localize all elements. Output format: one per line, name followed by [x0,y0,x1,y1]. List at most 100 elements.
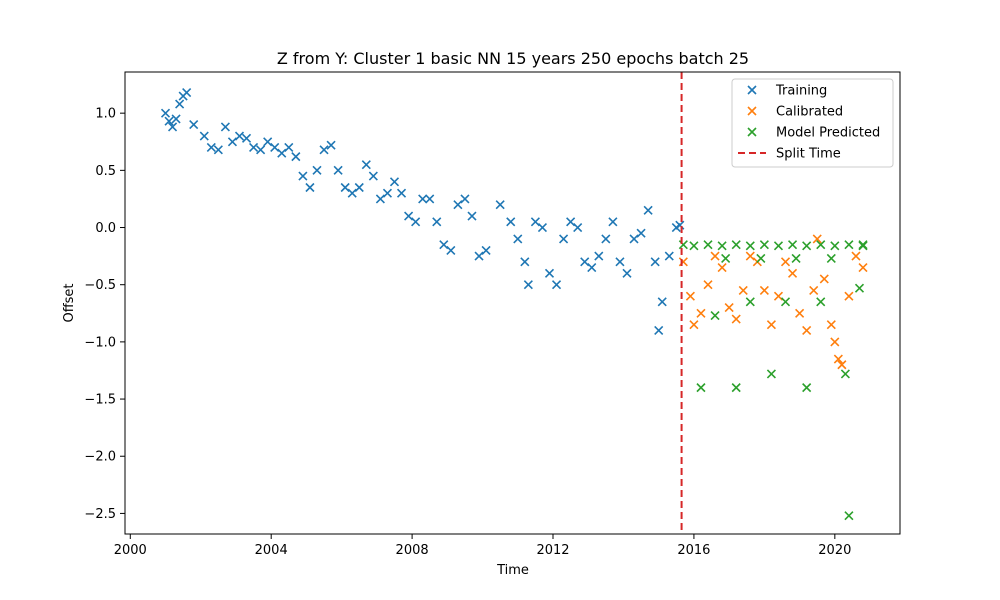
y-tick-label: −2.5 [84,507,116,522]
legend-box [731,78,894,168]
data-point [844,511,854,521]
data-point [474,251,484,261]
y-axis: 1.0 0.5 0.0 −0.5 −1.0 −1.5 −2.0 −2.5 [84,107,125,522]
plot-area [160,72,868,534]
data-point [361,160,371,170]
data-point [745,297,755,307]
data-point [696,383,706,393]
axes-frame [124,71,901,535]
data-point [731,314,741,324]
data-point [566,217,576,227]
data-point [791,253,801,263]
data-point [858,240,868,250]
data-point [703,240,713,250]
y-tick-label: −0.5 [84,278,116,293]
data-point [182,88,192,98]
legend-label: Split Time [776,147,841,162]
data-point [513,234,523,244]
legend-marker [747,127,757,137]
data-point [411,217,421,227]
data-point [833,354,843,364]
data-point [731,383,741,393]
data-point [347,188,357,198]
data-point [160,108,171,118]
data-point [816,240,826,250]
data-point [460,194,470,204]
data-point [354,182,364,193]
data-point [319,145,329,155]
data-point [206,142,216,153]
data-point [717,262,727,273]
data-point [745,251,755,261]
data-point [256,145,266,155]
data-point [636,228,646,238]
data-point [654,325,664,336]
data-point [298,171,308,181]
data-point [587,262,597,273]
data-point [787,268,798,278]
data-point [696,308,706,318]
data-point [809,285,819,295]
data-point [615,257,625,267]
data-point [333,165,343,175]
data-point [717,241,727,251]
data-point [780,257,791,267]
data-point [703,280,713,290]
data-point [573,222,583,233]
legend-marker [747,106,757,116]
data-point [608,217,618,227]
y-tick-label: 0.5 [95,164,116,179]
data-point [425,194,435,204]
data-point [724,303,734,313]
data-point [844,240,854,250]
data-point [738,285,748,295]
data-point [830,337,840,347]
data-point [396,188,407,198]
data-point [164,116,174,126]
y-tick-label: −1.5 [84,393,116,408]
y-tick-label: −1.0 [84,335,116,350]
data-point [167,122,178,132]
data-point [537,222,548,233]
series-model-predicted [678,240,868,521]
data-point [756,253,766,263]
chart-title: Z from Y: Cluster 1 basic NN 15 years 25… [277,49,749,68]
data-point [375,194,385,204]
data-point [721,253,731,263]
data-point [213,145,223,155]
data-point [802,325,812,336]
data-point [368,171,378,181]
data-point [710,311,720,321]
legend: Training Calibrated Model Predicted Split T… [731,78,894,168]
x-tick-label: 2008 [396,543,429,558]
data-point [759,240,769,250]
data-point [340,182,350,193]
series-calibrated [678,234,868,370]
data-point [382,188,393,198]
data-point [766,369,776,379]
series-training [160,88,685,336]
legend-label: Training [775,84,827,99]
data-point [481,245,491,255]
data-point [530,217,540,227]
data-point [731,240,741,250]
y-tick-label: 0.0 [95,221,116,236]
data-point [819,274,829,284]
data-point [773,291,784,301]
legend-marker [747,85,757,95]
data-point [312,165,322,175]
data-point [506,217,516,227]
data-point [453,200,463,210]
data-point [520,257,530,267]
data-point [418,194,428,204]
x-axis-label: Time [496,563,529,578]
data-point [745,241,755,251]
legend-label: Model Predicted [776,126,880,141]
data-point [263,137,273,147]
data-point [241,133,252,143]
data-point [851,251,861,261]
data-point [629,234,639,244]
data-point [678,240,688,250]
data-point [657,297,667,307]
data-point [858,262,868,273]
